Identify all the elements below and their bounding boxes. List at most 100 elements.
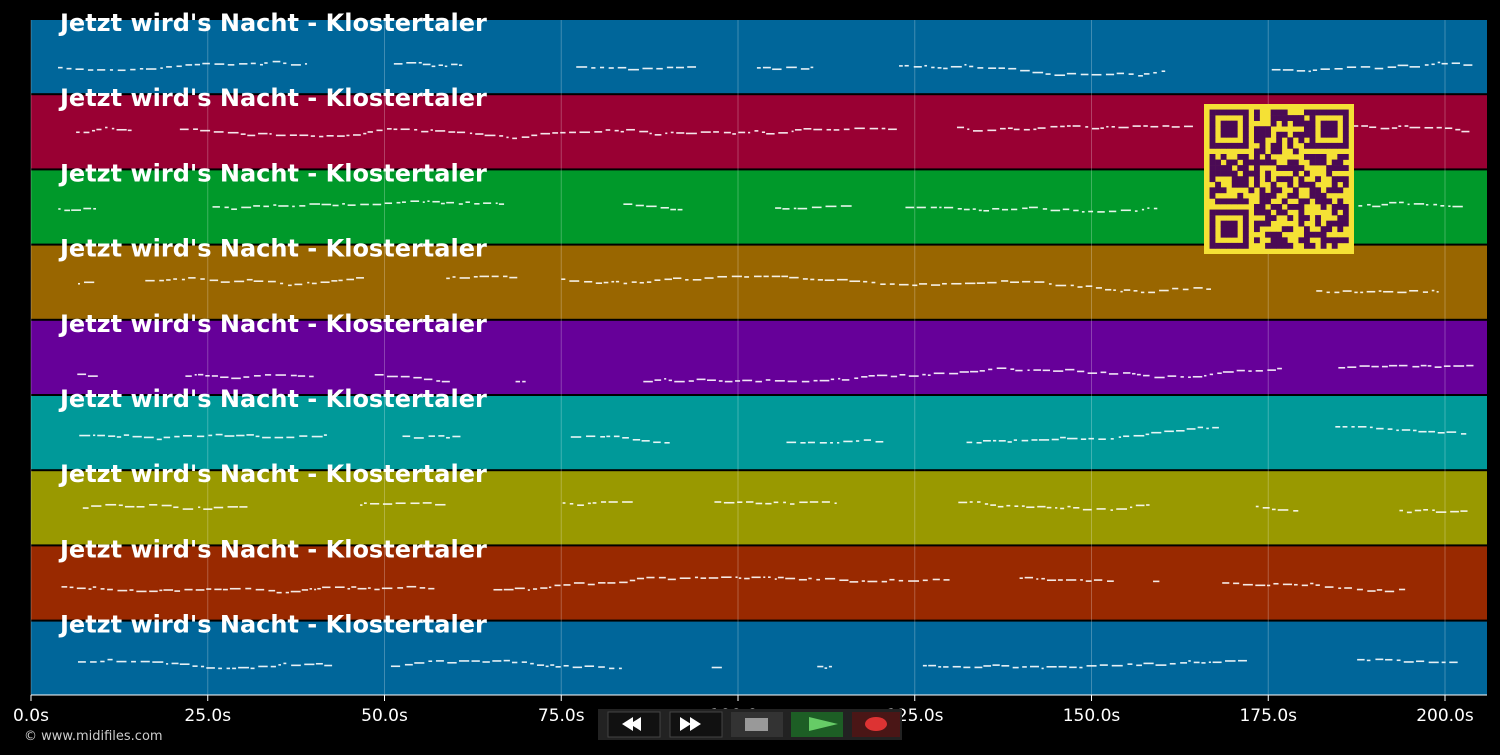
note	[1053, 370, 1064, 372]
qr-module	[1276, 148, 1283, 155]
note	[292, 205, 295, 208]
note	[367, 131, 373, 133]
qr-module	[1320, 198, 1327, 205]
qr-module	[1265, 215, 1271, 221]
note	[1334, 67, 1343, 70]
note	[246, 278, 253, 281]
note	[540, 587, 548, 589]
note	[384, 202, 393, 205]
note	[969, 501, 973, 503]
track-band	[31, 621, 1487, 695]
note	[1037, 127, 1046, 129]
note	[1141, 208, 1145, 211]
qr-module	[1220, 226, 1227, 233]
note	[458, 660, 470, 662]
note	[881, 127, 886, 130]
qr-module	[1287, 226, 1294, 233]
note	[326, 135, 334, 137]
qr-module	[1326, 142, 1333, 149]
note	[990, 504, 996, 506]
note	[447, 661, 457, 664]
note	[774, 578, 777, 580]
note	[609, 667, 615, 670]
note	[939, 206, 942, 209]
qr-module	[1231, 131, 1238, 138]
qr-module	[1315, 159, 1321, 166]
qr-module	[1281, 226, 1288, 233]
qr-module	[1242, 165, 1249, 171]
note	[1366, 659, 1371, 662]
qr-module	[1337, 159, 1344, 166]
record-button[interactable]	[852, 712, 900, 737]
note	[1387, 66, 1397, 68]
note	[286, 436, 295, 439]
qr-module	[1209, 137, 1216, 144]
note	[1412, 429, 1417, 432]
qr-module	[1242, 109, 1249, 116]
note	[1048, 283, 1052, 285]
note	[76, 131, 80, 134]
note	[1042, 208, 1048, 210]
note	[732, 133, 736, 135]
note	[1032, 71, 1044, 74]
note	[503, 588, 514, 591]
note	[224, 206, 229, 209]
note	[131, 660, 136, 663]
qr-module	[1237, 209, 1244, 216]
note	[1409, 126, 1421, 129]
note	[1448, 205, 1451, 207]
note	[665, 132, 668, 135]
qr-module	[1220, 165, 1227, 171]
note	[854, 127, 865, 130]
note	[755, 502, 763, 505]
note	[694, 576, 699, 579]
qr-module	[1242, 142, 1249, 149]
note	[530, 662, 534, 665]
note	[1255, 505, 1259, 508]
note	[166, 663, 169, 665]
note	[1088, 210, 1094, 213]
qr-module	[1276, 109, 1283, 116]
qr-module	[1309, 137, 1316, 144]
note	[1010, 368, 1015, 370]
note	[198, 506, 201, 509]
qr-module	[1331, 131, 1338, 138]
note	[1026, 506, 1035, 509]
qr-module	[1276, 115, 1283, 121]
note	[294, 283, 303, 286]
qr-module	[1304, 109, 1310, 116]
note	[786, 441, 797, 444]
note	[116, 436, 122, 438]
qr-module	[1237, 165, 1244, 171]
rewind-button[interactable]	[607, 711, 661, 738]
qr-module	[1342, 220, 1349, 227]
qr-module	[1231, 120, 1238, 127]
qr-module	[1331, 242, 1338, 249]
note	[238, 666, 249, 669]
qr-module	[1209, 165, 1216, 171]
track-title: Jetzt wird's Nacht - Klostertaler	[58, 535, 487, 563]
note	[646, 576, 655, 579]
note	[937, 67, 942, 69]
qr-module	[1259, 220, 1266, 227]
note	[220, 281, 230, 283]
note	[1381, 365, 1388, 368]
note	[1193, 287, 1203, 289]
note	[96, 128, 102, 131]
qr-module	[1259, 209, 1266, 216]
note	[555, 666, 561, 668]
note	[413, 437, 424, 439]
note	[1055, 284, 1067, 287]
note	[1409, 66, 1420, 68]
note	[1033, 369, 1042, 371]
note	[1118, 436, 1122, 438]
note	[97, 434, 105, 437]
stop-button[interactable]	[731, 712, 783, 737]
note	[441, 380, 450, 383]
forward-button[interactable]	[669, 711, 723, 738]
note	[826, 128, 832, 131]
note	[1271, 68, 1281, 71]
qr-module	[1226, 131, 1233, 138]
qr-module	[1254, 170, 1260, 177]
play-button[interactable]	[791, 712, 843, 737]
